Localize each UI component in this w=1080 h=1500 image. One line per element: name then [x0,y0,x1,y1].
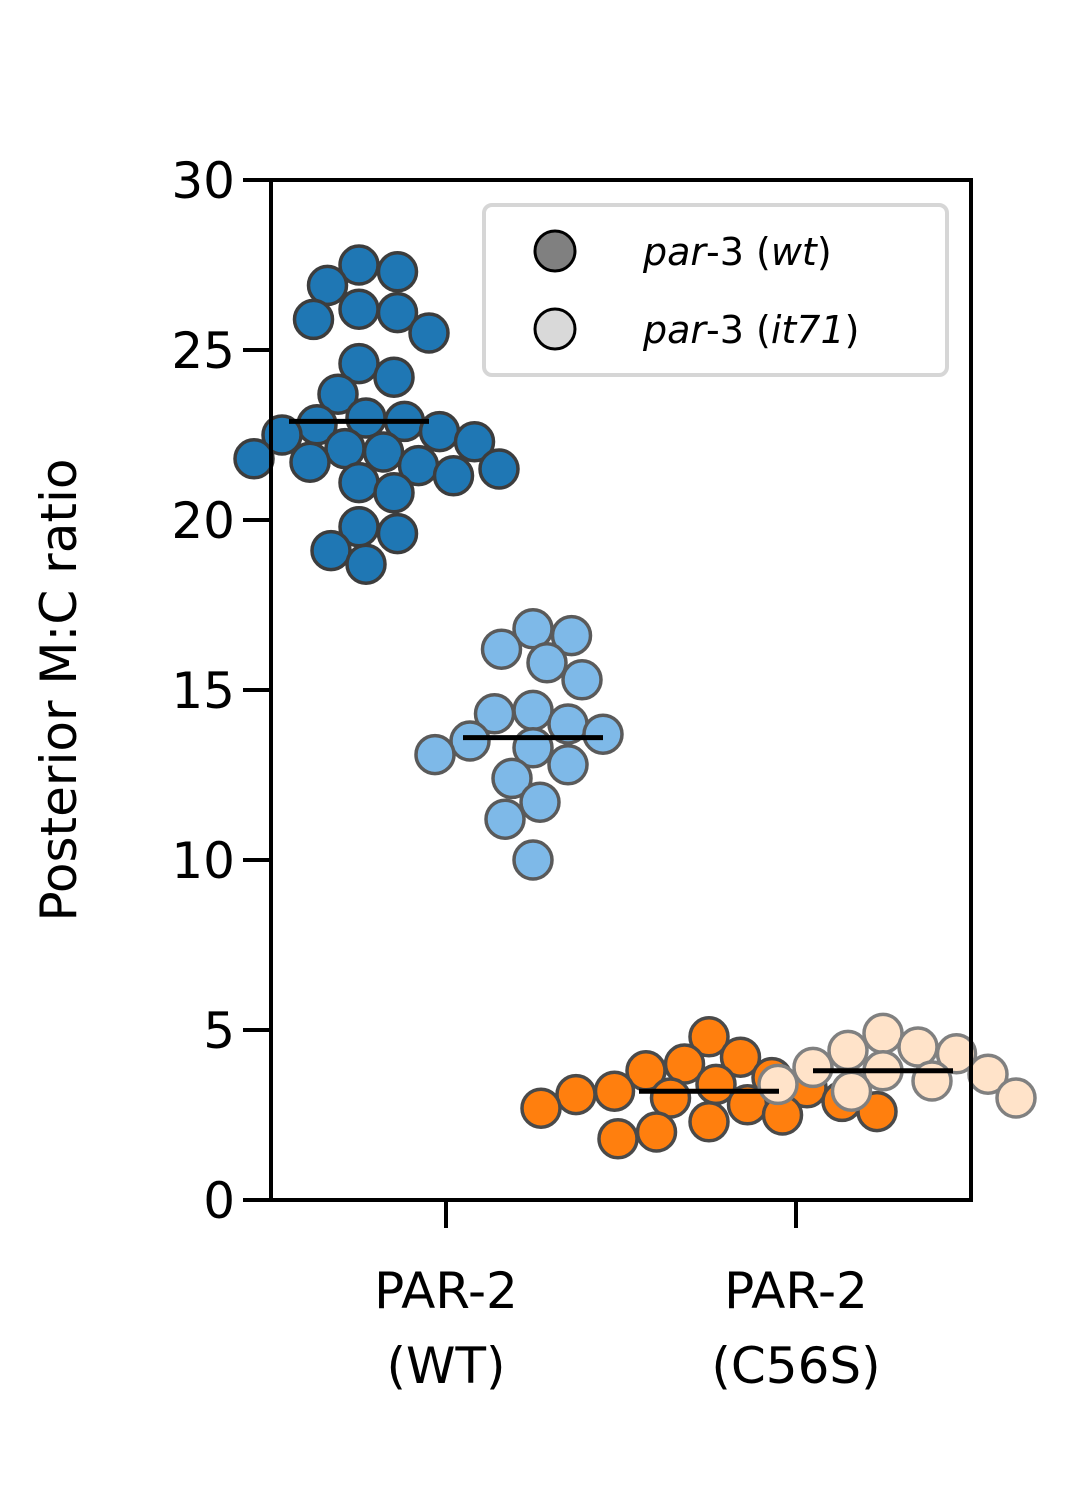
data-point [408,312,450,354]
data-point [995,1077,1037,1119]
data-point [233,438,275,480]
data-point [935,1033,978,1075]
x-tick-label: PAR-2 [374,1262,518,1320]
y-tick-label: 30 [171,152,235,210]
data-point [345,543,387,585]
data-point [289,441,331,483]
data-point [414,733,456,776]
data-point [757,1063,799,1106]
data-point [338,342,380,385]
data-point [373,472,415,514]
data-point [473,693,516,735]
data-point [453,421,496,463]
data-point [635,1111,678,1153]
y-tick-label: 25 [171,322,235,380]
data-point [512,839,554,881]
x-tick-label-sub: (WT) [387,1337,506,1395]
legend-marker [533,229,577,273]
data-point [719,1036,762,1078]
data-point [362,431,405,473]
data-point [376,291,419,334]
mean-lines [289,418,953,1094]
y-axis-label: Posterior M:C ratio [30,459,88,922]
y-axis: 0 5 10 15 20 25 30 [171,152,271,1230]
data-point [862,1012,904,1055]
data-point [688,1101,730,1143]
x-axis: PAR-2 (WT) PAR-2 (C56S) [374,1200,881,1395]
data-point [292,298,335,341]
data-point [555,1073,597,1116]
data-point [830,1070,873,1112]
data-point [376,512,419,555]
data-point [432,455,475,497]
legend-frame [482,203,949,377]
y-tick-label: 20 [171,492,235,550]
legend: par-3 (wt) par-3 (it71) [482,203,949,377]
data-point [827,1029,869,1072]
data-point [338,461,380,504]
data-point [597,1118,639,1160]
y-tick-label: 0 [203,1172,235,1230]
data-point [480,628,523,670]
data-point [338,288,380,330]
data-point [582,713,624,755]
data-point [688,1016,730,1058]
x-tick-label-sub: (C56S) [711,1337,880,1395]
data-point [478,448,520,490]
data-point [593,1070,636,1112]
data-point [484,798,526,840]
data-point [547,744,589,786]
data-point [550,614,593,657]
data-point [491,757,533,800]
data-point [526,642,568,684]
legend-marker [533,307,577,351]
data-point [310,529,352,572]
data-point [519,781,561,823]
y-tick-label: 5 [203,1002,235,1060]
data-point [561,659,603,701]
data-point [317,373,359,415]
data-point [520,1087,562,1129]
data-point [373,356,415,398]
data-point [449,720,491,762]
legend-label: par-3 (wt) [642,230,832,274]
data-point [911,1060,953,1102]
data-point [418,410,461,453]
legend-label: par-3 (it71) [642,308,859,352]
data-point [512,689,554,732]
y-tick-label: 15 [171,662,235,720]
data-point [376,251,419,293]
x-tick-label: PAR-2 [724,1262,868,1320]
data-point [792,1046,834,1089]
y-tick-label: 10 [171,832,235,890]
data-points [233,244,1037,1160]
